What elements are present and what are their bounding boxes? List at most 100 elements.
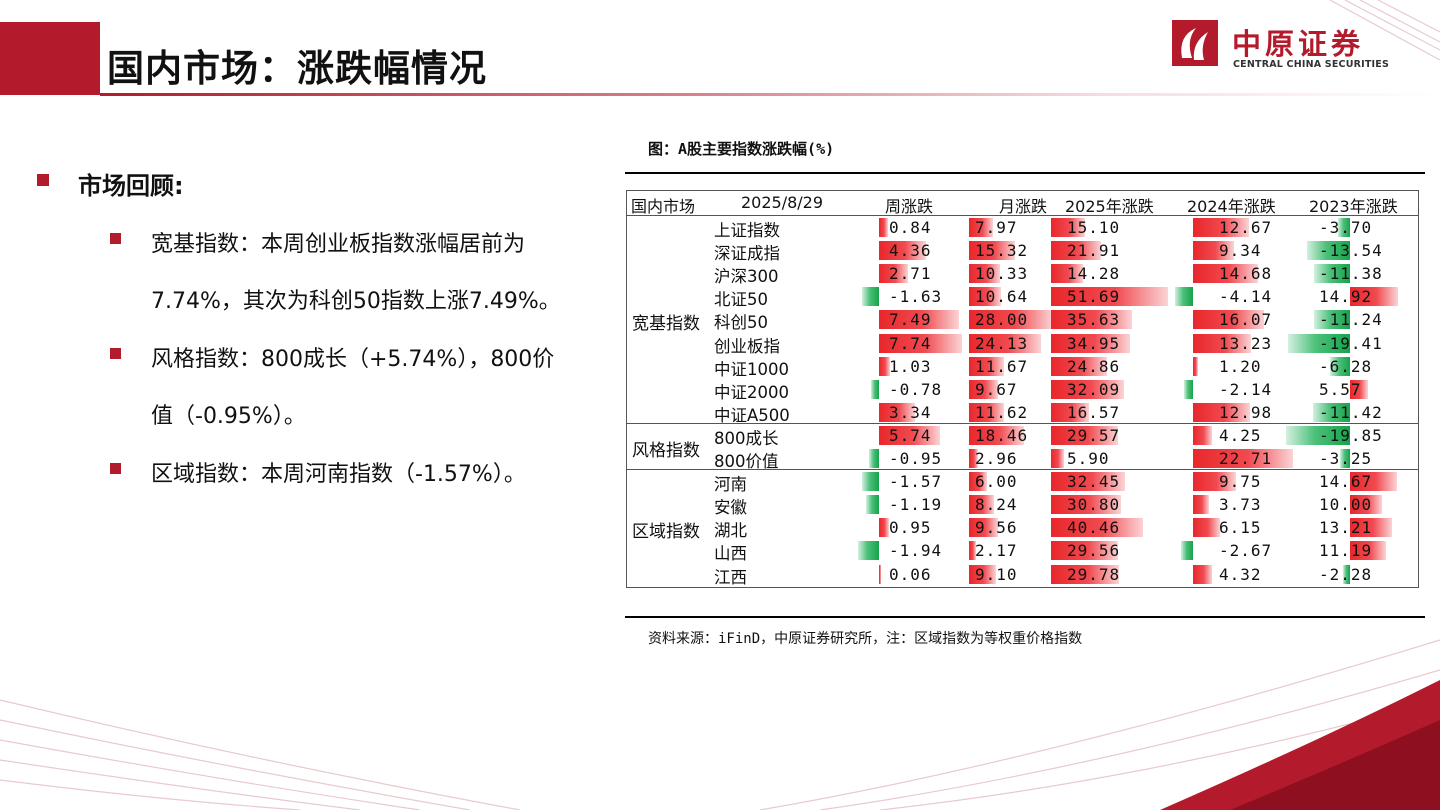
value-bar — [1314, 310, 1350, 330]
value-cell: 0.06 — [889, 564, 932, 584]
title-accent-band — [0, 22, 100, 95]
value-cell: -3.70 — [1319, 218, 1373, 237]
value-cell: 4.36 — [889, 241, 932, 261]
table-row: 科创50 7.49 28.00 35.63 16.07 -11.24 — [627, 308, 1418, 333]
value-cell: 35.63 — [1067, 310, 1121, 330]
value-cell: -11.38 — [1319, 264, 1383, 284]
page-title: 国内市场：涨跌幅情况 — [107, 47, 487, 90]
index-name: 中证A500 — [714, 405, 790, 425]
value-bar — [1193, 518, 1221, 538]
value-bar — [1051, 541, 1119, 561]
value-cell: 2.96 — [975, 449, 1018, 468]
value-cell: -11.42 — [1319, 402, 1383, 422]
value-cell: 2.17 — [975, 541, 1018, 561]
value-cell: 13.21 — [1319, 518, 1373, 538]
table-row: 中证2000 -0.78 9.67 32.09 -2.14 5.57 — [627, 378, 1418, 402]
value-cell: 5.74 — [889, 425, 932, 445]
value-bar — [1051, 495, 1121, 515]
value-cell: 4.25 — [1219, 425, 1262, 445]
value-bar — [1193, 564, 1212, 584]
review-heading: 市场回顾: — [78, 172, 184, 200]
value-bar — [969, 425, 1025, 445]
value-bar — [1350, 541, 1386, 561]
value-bar — [861, 287, 879, 307]
table-header: 国内市场 2025/8/29 周涨跌 月涨跌 2025年涨跌 2024年涨跌 2… — [627, 191, 1418, 216]
value-cell: -1.19 — [889, 495, 943, 515]
title-underline — [100, 93, 1440, 96]
value-cell: 11.19 — [1319, 541, 1373, 561]
value-cell: 15.32 — [975, 241, 1029, 261]
value-bar — [969, 518, 998, 538]
value-bar — [1339, 449, 1350, 468]
value-bar — [858, 541, 879, 561]
value-cell: 9.10 — [975, 564, 1018, 584]
value-bar — [1306, 241, 1350, 261]
value-bar — [1193, 449, 1293, 468]
figure-source: 资料来源：iFinD，中原证券研究所，注：区域指数为等权重价格指数 — [648, 631, 1083, 647]
value-bar — [1350, 495, 1382, 515]
value-bar — [1051, 241, 1101, 261]
value-bar — [1193, 310, 1264, 330]
value-cell: 22.71 — [1219, 449, 1273, 468]
value-cell: -1.63 — [889, 287, 943, 307]
value-bar — [1174, 287, 1193, 307]
value-bar — [870, 379, 879, 399]
value-cell: 16.57 — [1067, 402, 1121, 422]
index-name: 安徽 — [714, 498, 747, 518]
value-bar — [868, 449, 879, 468]
index-name: 上证指数 — [714, 221, 780, 240]
value-bar — [1051, 333, 1131, 353]
value-cell: 28.00 — [975, 310, 1029, 330]
value-cell: 10.64 — [975, 287, 1029, 307]
value-cell: 15.10 — [1067, 218, 1121, 237]
value-cell: -6.28 — [1319, 356, 1373, 376]
value-bar — [1350, 287, 1398, 307]
value-cell: 5.90 — [1067, 449, 1110, 468]
value-cell: 14.68 — [1219, 264, 1273, 284]
value-cell: 12.98 — [1219, 402, 1273, 422]
index-change-table: 国内市场 2025/8/29 周涨跌 月涨跌 2025年涨跌 2024年涨跌 2… — [626, 190, 1419, 588]
value-bar — [1313, 264, 1350, 284]
value-bar — [969, 310, 1053, 330]
value-bar — [969, 356, 1004, 376]
value-bar — [969, 218, 993, 237]
logo-text-cn: 中原证券 — [1232, 27, 1365, 61]
value-bar — [1051, 379, 1124, 399]
table-row: 深证成指 4.36 15.32 21.91 9.34 -13.54 — [627, 239, 1418, 263]
index-name: 科创50 — [714, 313, 768, 333]
table-row: 湖北 0.95 9.56 40.46 6.15 13.21 — [627, 516, 1418, 541]
value-bar — [1193, 495, 1210, 515]
value-cell: 3.34 — [889, 402, 932, 422]
value-cell: -0.95 — [889, 449, 943, 468]
value-cell: 1.20 — [1219, 356, 1262, 376]
value-bar — [969, 495, 994, 515]
value-cell: 11.62 — [975, 402, 1029, 422]
value-bar — [1338, 218, 1350, 237]
value-bar — [1051, 564, 1119, 584]
index-name: 800价值 — [714, 452, 779, 471]
index-name: 湖北 — [714, 521, 747, 541]
value-cell: 40.46 — [1067, 518, 1121, 538]
bullet-icon — [110, 348, 121, 359]
value-bar — [879, 425, 941, 445]
table-row: 800价值 -0.95 2.96 5.90 22.71 -3.25 — [627, 447, 1418, 471]
value-cell: 51.69 — [1067, 287, 1121, 307]
table-row: 北证50 -1.63 10.64 51.69 -4.14 14.92 — [627, 285, 1418, 309]
header-month: 月涨跌 — [999, 197, 1048, 216]
value-cell: 9.67 — [975, 379, 1018, 399]
index-name: 800成长 — [714, 428, 779, 448]
value-cell: 16.07 — [1219, 310, 1273, 330]
value-cell: 9.34 — [1219, 241, 1262, 261]
value-cell: 9.56 — [975, 518, 1018, 538]
figure-rule-top — [625, 172, 1425, 174]
header-date: 2025/8/29 — [741, 193, 824, 212]
value-bar — [879, 264, 908, 284]
value-cell: -0.78 — [889, 379, 943, 399]
header-2023: 2023年涨跌 — [1309, 197, 1398, 216]
bullet-icon — [110, 463, 121, 474]
value-cell: 8.24 — [975, 495, 1018, 515]
value-cell: 4.32 — [1219, 564, 1262, 584]
value-bar — [969, 287, 1001, 307]
value-cell: 7.97 — [975, 218, 1018, 237]
value-bar — [1193, 425, 1212, 445]
